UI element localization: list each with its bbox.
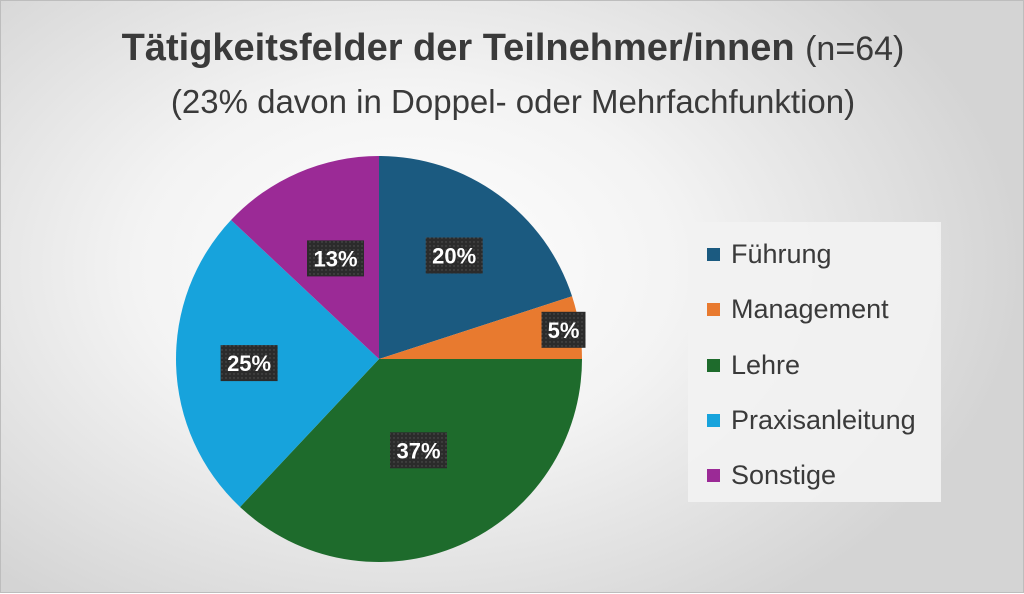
data-label-lehre: 37% [390, 432, 447, 469]
chart-title-main: Tätigkeitsfelder der Teilnehmer/innen [121, 27, 795, 69]
legend-item-sonstige: Sonstige [688, 459, 836, 491]
data-label-text: 25% [227, 351, 271, 376]
legend-swatch [707, 413, 720, 427]
chart-legend: Führung Management Lehre Praxisanleitung Son… [688, 222, 941, 502]
data-label-fuehrung: 20% [425, 237, 483, 274]
legend-label: Management [731, 293, 889, 324]
legend-label: Sonstige [731, 459, 837, 490]
data-label-praxisanleitung: 25% [220, 345, 278, 382]
data-label-management: 5% [541, 311, 586, 348]
data-label-text: 13% [313, 246, 357, 271]
legend-swatch [707, 468, 720, 482]
chart-title-sample-size: (n=64) [805, 30, 905, 68]
data-label-text: 5% [548, 318, 580, 343]
data-label-text: 20% [432, 244, 476, 269]
legend-swatch [707, 247, 720, 261]
data-label-box [307, 240, 364, 277]
chart-title: Tätigkeitsfelder der Teilnehmer/innen (n… [1, 27, 1024, 70]
legend-item-praxisanleitung: Praxisanleitung [688, 404, 916, 436]
legend-item-lehre: Lehre [688, 349, 800, 381]
legend-item-management: Management [688, 293, 889, 325]
legend-item-fuehrung: Führung [688, 238, 832, 270]
legend-label: Praxisanleitung [731, 404, 916, 435]
legend-label: Lehre [731, 349, 801, 380]
data-label-sonstige: 13% [307, 240, 364, 277]
chart-subtitle: (23% davon in Doppel- oder Mehrfachfunkt… [170, 83, 856, 120]
data-label-box [220, 345, 278, 382]
data-label-box [425, 237, 483, 274]
pie-slice-sonstige [231, 156, 379, 359]
pie-slice-management [379, 296, 582, 359]
legend-label: Führung [731, 238, 832, 269]
data-label-text: 37% [396, 438, 440, 463]
data-label-box [390, 432, 447, 469]
data-label-box [541, 311, 586, 348]
legend-swatch [707, 358, 720, 372]
legend-swatch [707, 302, 720, 316]
